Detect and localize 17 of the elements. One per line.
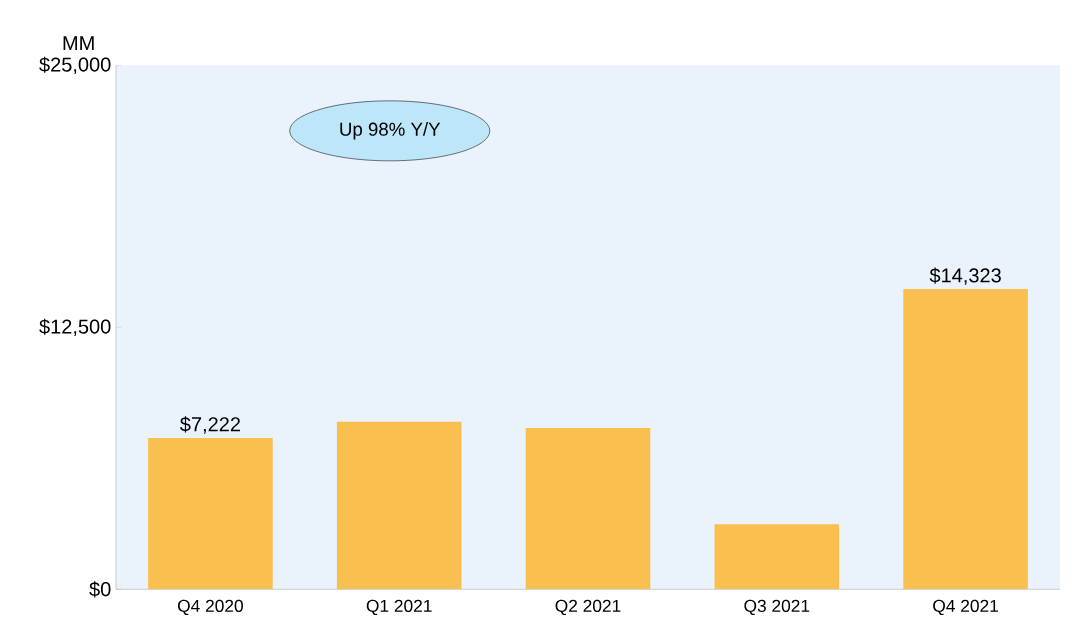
bar xyxy=(336,421,462,590)
x-tick-label: Q3 2021 xyxy=(744,599,810,616)
bar xyxy=(148,438,273,590)
x-tick-label: Q4 2021 xyxy=(933,599,998,616)
y-tick-label: $12,500 xyxy=(39,318,111,337)
bar xyxy=(714,524,840,590)
bar xyxy=(525,428,651,590)
x-tick-label: Q4 2020 xyxy=(177,599,243,616)
y-axis-title: MM xyxy=(63,36,94,51)
y-tick-label: $25,000 xyxy=(39,56,111,75)
annotation: Up 98% Y/Y xyxy=(340,122,441,140)
data-label: $7,222 xyxy=(180,416,240,434)
x-tick-label: Q2 2021 xyxy=(555,599,621,616)
x-tick-label: Q1 2021 xyxy=(366,599,432,616)
data-label: $14,323 xyxy=(929,267,1001,286)
bar xyxy=(903,289,1028,590)
y-tick-label: $0 xyxy=(89,581,111,598)
